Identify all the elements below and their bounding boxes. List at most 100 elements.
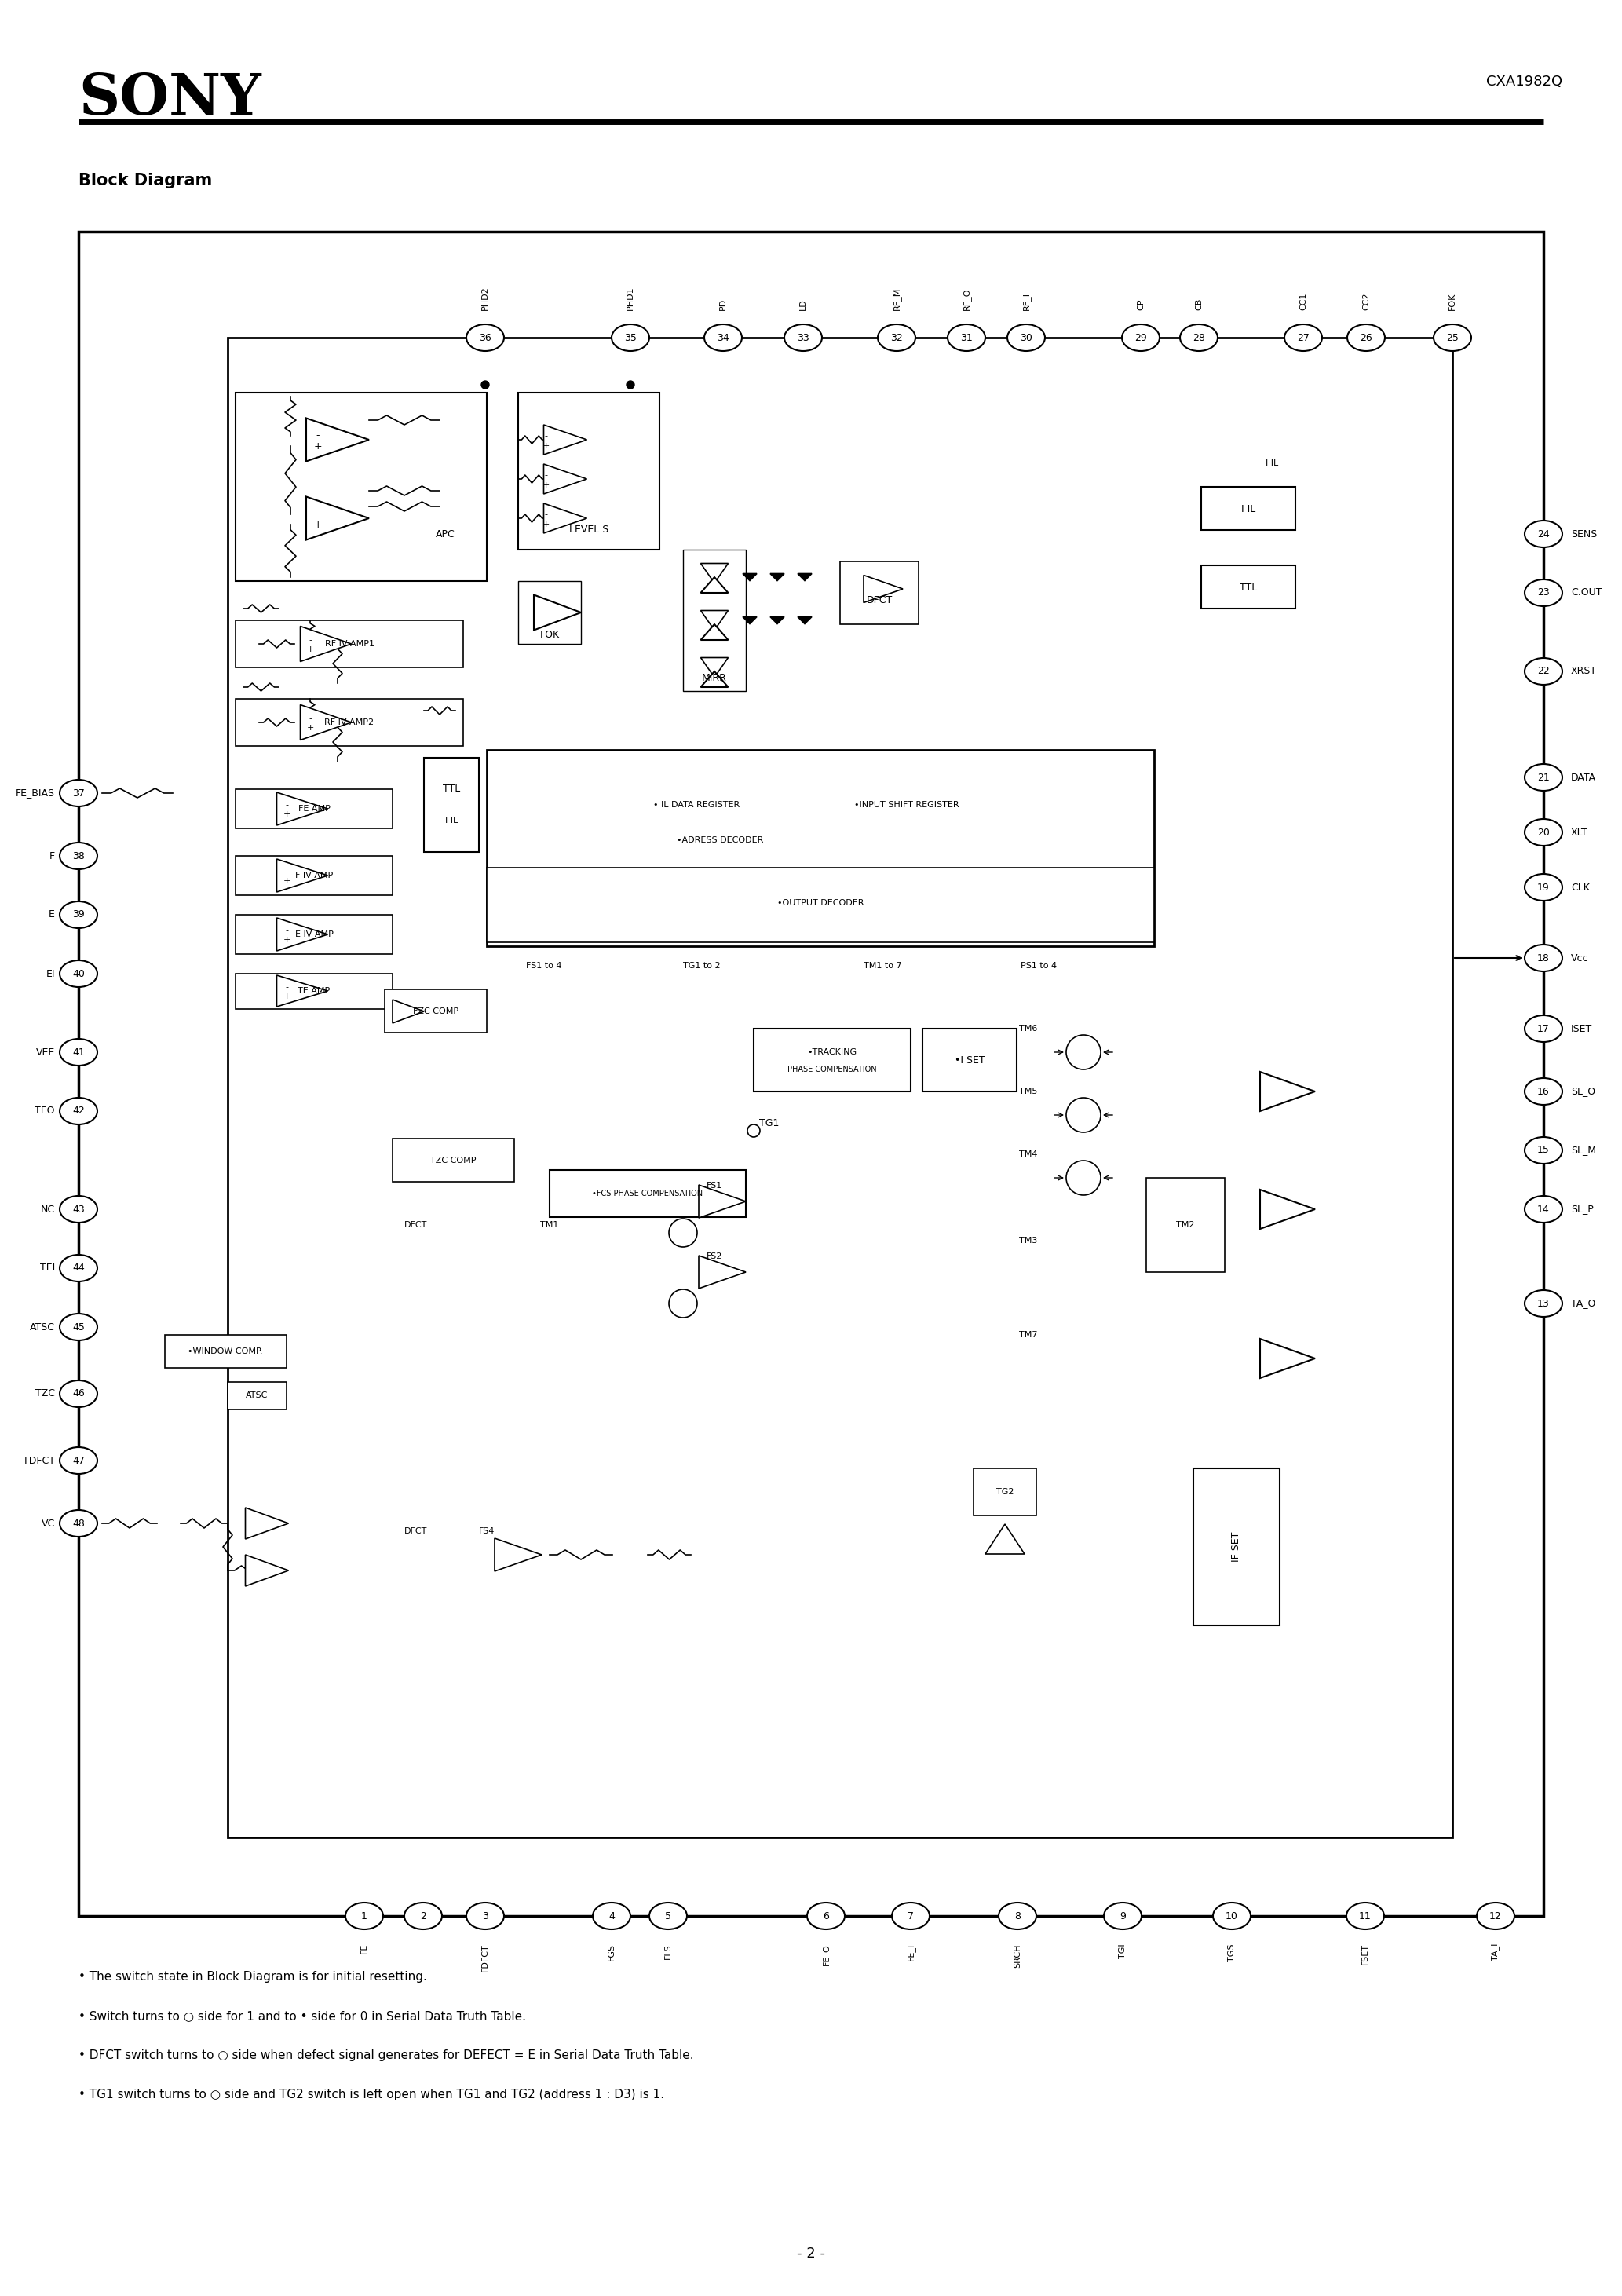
Text: 29: 29 [1134, 333, 1147, 342]
Text: • TG1 switch turns to ○ side and TG2 switch is left open when TG1 and TG2 (addre: • TG1 switch turns to ○ side and TG2 swi… [78, 2089, 665, 2101]
Text: +: + [542, 443, 550, 450]
Ellipse shape [649, 1903, 688, 1929]
Circle shape [668, 1290, 697, 1318]
Ellipse shape [1525, 944, 1562, 971]
Text: CXA1982Q: CXA1982Q [1486, 73, 1562, 90]
Polygon shape [798, 574, 811, 581]
Polygon shape [770, 618, 785, 625]
Text: DATA: DATA [1572, 771, 1596, 783]
Ellipse shape [1525, 820, 1562, 845]
Text: FE_O: FE_O [822, 1942, 830, 1965]
Text: F: F [49, 852, 55, 861]
Text: C.OUT: C.OUT [1572, 588, 1603, 597]
Bar [235, 698, 464, 746]
Ellipse shape [1525, 1196, 1562, 1221]
Ellipse shape [1525, 1015, 1562, 1042]
Text: 20: 20 [1538, 827, 1549, 838]
Polygon shape [245, 1508, 289, 1538]
Text: TGI: TGI [1119, 1942, 1127, 1958]
Text: 35: 35 [624, 333, 637, 342]
Text: 24: 24 [1538, 528, 1549, 540]
Text: 25: 25 [1447, 333, 1458, 342]
Text: +: + [282, 877, 290, 884]
Polygon shape [543, 464, 587, 494]
Text: FS4: FS4 [478, 1527, 495, 1536]
Polygon shape [245, 1554, 289, 1587]
Ellipse shape [878, 324, 915, 351]
Polygon shape [798, 618, 811, 625]
Text: TM1 to 7: TM1 to 7 [863, 962, 902, 969]
Text: 44: 44 [73, 1263, 84, 1274]
Text: SRCH: SRCH [1014, 1942, 1022, 1968]
Bar [227, 1382, 287, 1410]
Text: EI: EI [45, 969, 55, 978]
Text: TEO: TEO [36, 1107, 55, 1116]
Text: 1: 1 [362, 1910, 367, 1922]
Text: 6: 6 [822, 1910, 829, 1922]
Text: LD: LD [800, 298, 808, 310]
Polygon shape [701, 670, 728, 687]
Text: Block Diagram: Block Diagram [78, 172, 212, 188]
Text: +: + [307, 723, 313, 732]
Text: I IL: I IL [1265, 459, 1278, 466]
Bar [517, 393, 660, 549]
Text: TM4: TM4 [1019, 1150, 1038, 1157]
Text: RF_O: RF_O [962, 287, 970, 310]
Text: 27: 27 [1298, 333, 1309, 342]
Text: CC1: CC1 [1299, 292, 1307, 310]
Text: TG2: TG2 [996, 1488, 1014, 1497]
Circle shape [1066, 1097, 1101, 1132]
Polygon shape [699, 1256, 746, 1288]
Text: 2: 2 [420, 1910, 427, 1922]
Ellipse shape [60, 1380, 97, 1407]
Bar [227, 338, 1452, 1837]
Text: PS1 to 4: PS1 to 4 [1020, 962, 1058, 969]
Text: PHASE COMPENSATION: PHASE COMPENSATION [788, 1065, 878, 1075]
Text: 45: 45 [73, 1322, 84, 1332]
Text: FGS: FGS [608, 1942, 615, 1961]
Text: 33: 33 [796, 333, 809, 342]
Polygon shape [300, 705, 352, 739]
Polygon shape [1260, 1072, 1315, 1111]
Text: +: + [542, 482, 550, 489]
Text: 10: 10 [1226, 1910, 1238, 1922]
Polygon shape [1260, 1339, 1315, 1378]
Ellipse shape [947, 324, 985, 351]
Text: SENS: SENS [1572, 528, 1598, 540]
Text: 15: 15 [1538, 1146, 1549, 1155]
Text: • DFCT switch turns to ○ side when defect signal generates for DEFECT = E in Ser: • DFCT switch turns to ○ side when defec… [78, 2050, 694, 2062]
Polygon shape [701, 611, 728, 629]
Text: 43: 43 [73, 1203, 84, 1215]
Bar [235, 914, 393, 955]
Text: -: - [543, 510, 547, 519]
Text: TM2: TM2 [1176, 1221, 1195, 1228]
Text: TM7: TM7 [1019, 1332, 1038, 1339]
Text: 30: 30 [1020, 333, 1032, 342]
Text: SL_M: SL_M [1572, 1146, 1596, 1155]
Ellipse shape [1525, 1079, 1562, 1104]
Text: CLK: CLK [1572, 882, 1590, 893]
Text: TG1: TG1 [759, 1118, 779, 1127]
Text: FS1: FS1 [707, 1182, 722, 1189]
Text: 7: 7 [908, 1910, 913, 1922]
Text: 34: 34 [717, 333, 730, 342]
Text: XRST: XRST [1572, 666, 1598, 677]
Text: • The switch state in Block Diagram is for initial resetting.: • The switch state in Block Diagram is f… [78, 1970, 427, 1984]
Text: •I SET: •I SET [954, 1054, 985, 1065]
Text: FOK: FOK [1448, 292, 1457, 310]
Text: 42: 42 [73, 1107, 84, 1116]
Text: FE_BIAS: FE_BIAS [16, 788, 55, 799]
Bar [487, 868, 1155, 941]
Ellipse shape [60, 781, 97, 806]
Text: RF IV AMP1: RF IV AMP1 [324, 641, 375, 647]
Text: FS2: FS2 [707, 1251, 722, 1261]
Text: +: + [282, 810, 290, 817]
Ellipse shape [611, 324, 649, 351]
Text: •OUTPUT DECODER: •OUTPUT DECODER [777, 900, 865, 907]
Text: FS1 to 4: FS1 to 4 [526, 962, 561, 969]
Polygon shape [277, 792, 328, 824]
Text: 5: 5 [665, 1910, 672, 1922]
Text: ISET: ISET [1572, 1024, 1593, 1033]
Polygon shape [300, 627, 352, 661]
Text: 9: 9 [1119, 1910, 1126, 1922]
